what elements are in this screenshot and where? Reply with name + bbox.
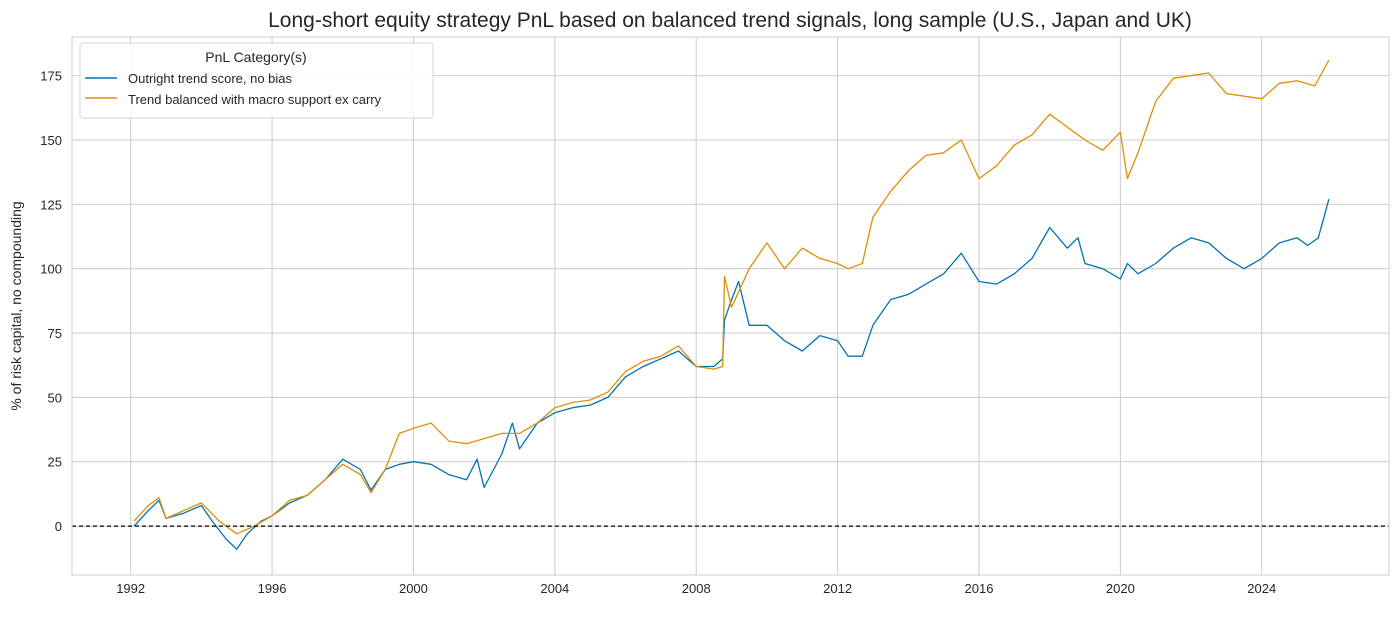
tick-labels: 1992 1996 2000 2004 2008 2012 2016 2020 2024 0 25 5… bbox=[40, 69, 1276, 596]
x-tick-label: 2016 bbox=[965, 581, 994, 596]
x-tick-label: 2000 bbox=[399, 581, 428, 596]
y-tick-label: 0 bbox=[55, 519, 62, 534]
chart-title: Long-short equity strategy PnL based on … bbox=[268, 9, 1192, 32]
x-tick-label: 1992 bbox=[116, 581, 145, 596]
grid bbox=[72, 37, 1389, 575]
series-line-balanced bbox=[133, 59, 1330, 535]
x-tick-label: 2008 bbox=[682, 581, 711, 596]
series-lines bbox=[72, 59, 1389, 550]
y-tick-label: 125 bbox=[40, 197, 62, 212]
x-tick-label: 1996 bbox=[258, 581, 287, 596]
y-tick-label: 150 bbox=[40, 133, 62, 148]
legend-label-balanced: Trend balanced with macro support ex car… bbox=[128, 92, 382, 107]
y-tick-label: 25 bbox=[48, 455, 62, 470]
x-tick-label: 2024 bbox=[1247, 581, 1276, 596]
plot-frame bbox=[71, 36, 1390, 576]
x-tick-label: 2020 bbox=[1106, 581, 1135, 596]
y-tick-label: 175 bbox=[40, 69, 62, 84]
series-line-outright bbox=[133, 199, 1330, 550]
legend: PnL Category(s) Outright trend score, no… bbox=[79, 42, 434, 119]
legend-title: PnL Category(s) bbox=[205, 49, 306, 65]
legend-label-outright: Outright trend score, no bias bbox=[128, 71, 293, 86]
legend-box bbox=[79, 42, 434, 119]
y-axis-label: % of risk capital, no compounding bbox=[8, 201, 24, 410]
x-tick-label: 2012 bbox=[823, 581, 852, 596]
x-tick-label: 2004 bbox=[540, 581, 569, 596]
y-tick-label: 100 bbox=[40, 262, 62, 277]
y-tick-label: 75 bbox=[48, 326, 62, 341]
y-tick-label: 50 bbox=[48, 390, 62, 405]
